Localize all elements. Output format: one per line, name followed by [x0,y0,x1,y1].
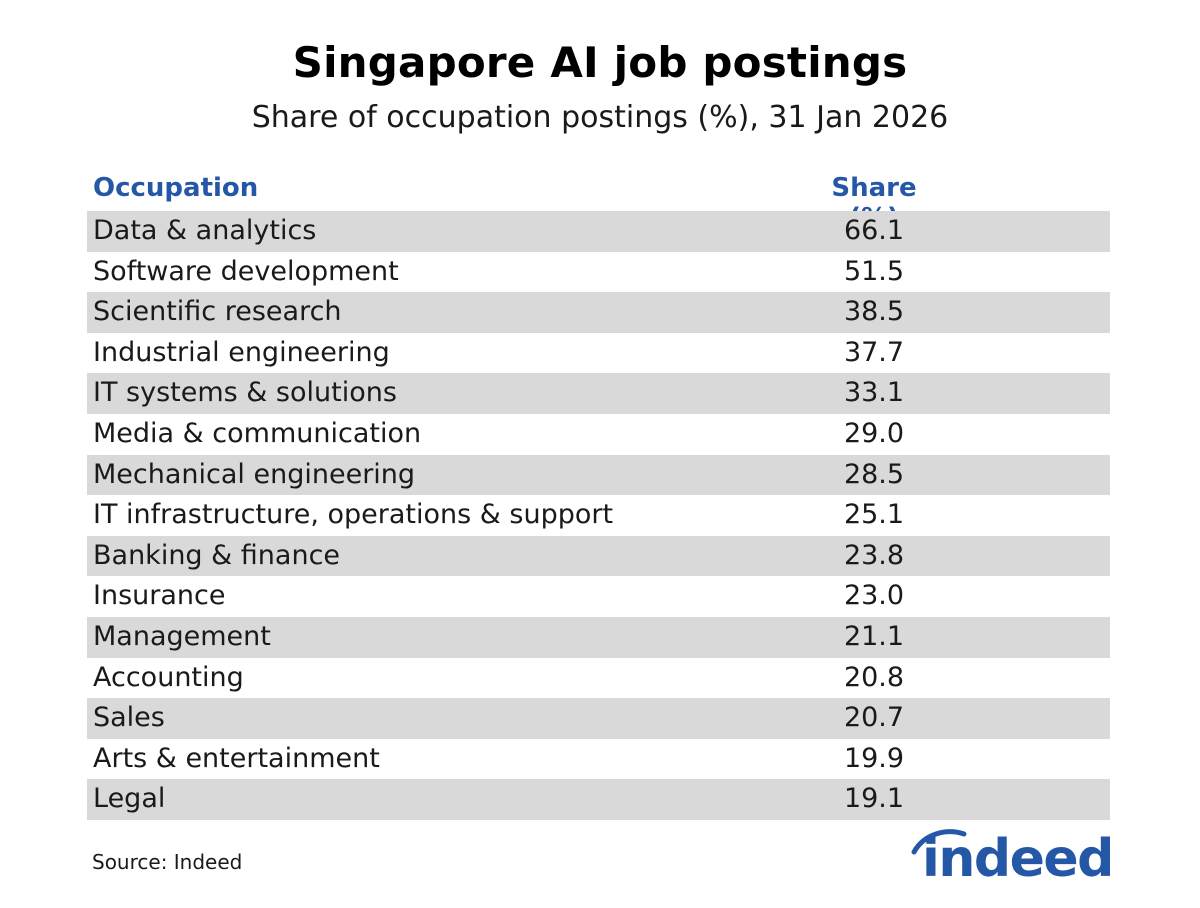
share-cell: 28.5 [843,458,905,490]
table-row: Insurance 23.0 [87,576,1110,617]
table-row: Legal 19.1 [87,779,1110,820]
table-row: IT systems & solutions 33.1 [87,373,1110,414]
table-row: Media & communication 29.0 [87,414,1110,455]
share-cell: 66.1 [843,215,905,246]
share-cell: 21.1 [843,620,905,652]
share-cell: 25.1 [843,499,905,531]
share-cell: 37.7 [843,336,905,368]
table-row: Software development 51.5 [87,252,1110,293]
table-header: Occupation Share (%) [87,171,1110,233]
data-table: Occupation Share (%) Data & analytics 66.… [87,171,1110,820]
occupation-cell: Data & analytics [93,215,317,246]
share-cell: 20.8 [843,661,905,693]
share-cell: 51.5 [843,255,905,287]
occupation-cell: Software development [93,255,399,287]
share-cell: 29.0 [843,417,905,449]
share-cell: 33.1 [843,377,905,409]
occupation-cell: Insurance [93,580,226,612]
occupation-cell: Sales [93,702,165,734]
occupation-cell: Arts & entertainment [93,742,380,774]
chart-title: Singapore AI job postings [292,38,908,87]
share-cell: 23.0 [843,580,905,612]
occupation-cell: Accounting [93,661,244,693]
table-row: Industrial engineering 37.7 [87,333,1110,374]
table-row: Scientific research 38.5 [87,292,1110,333]
table-row: Sales 20.7 [87,698,1110,739]
occupation-cell: IT infrastructure, operations & support [93,499,614,531]
logo-arc-icon [911,829,967,855]
share-cell: 23.8 [843,539,905,571]
occupation-cell: Media & communication [93,417,422,449]
share-cell: 38.5 [843,296,905,328]
occupation-cell: Legal [93,783,166,815]
indeed-logo: indeed [908,828,1114,890]
occupation-cell: Scientific research [93,296,342,328]
occupation-cell: IT systems & solutions [93,377,397,409]
occupation-cell: Banking & finance [93,539,341,571]
source-note: Source: Indeed [92,850,243,874]
column-header-occupation: Occupation [93,173,259,203]
occupation-cell: Industrial engineering [93,336,390,368]
table-row: Management 21.1 [87,616,1110,658]
table-row: Data & analytics 66.1 [87,211,1110,252]
table-body: Data & analytics 66.1 Software development… [87,211,1110,820]
table-row: Arts & entertainment 19.9 [87,739,1110,780]
chart-subtitle: Share of occupation postings (%), 31 Jan… [251,100,949,135]
table-row: Accounting 20.8 [87,658,1110,699]
occupation-cell: Mechanical engineering [93,458,416,490]
table-row: Banking & finance 23.8 [87,535,1110,577]
share-cell: 20.7 [843,702,905,734]
occupation-cell: Management [93,620,271,652]
share-cell: 19.9 [843,742,905,774]
table-row: Mechanical engineering 28.5 [87,454,1110,496]
logo-wordmark: indeed [922,829,1114,889]
share-cell: 19.1 [843,783,905,815]
table-row: IT infrastructure, operations & support 2… [87,495,1110,536]
